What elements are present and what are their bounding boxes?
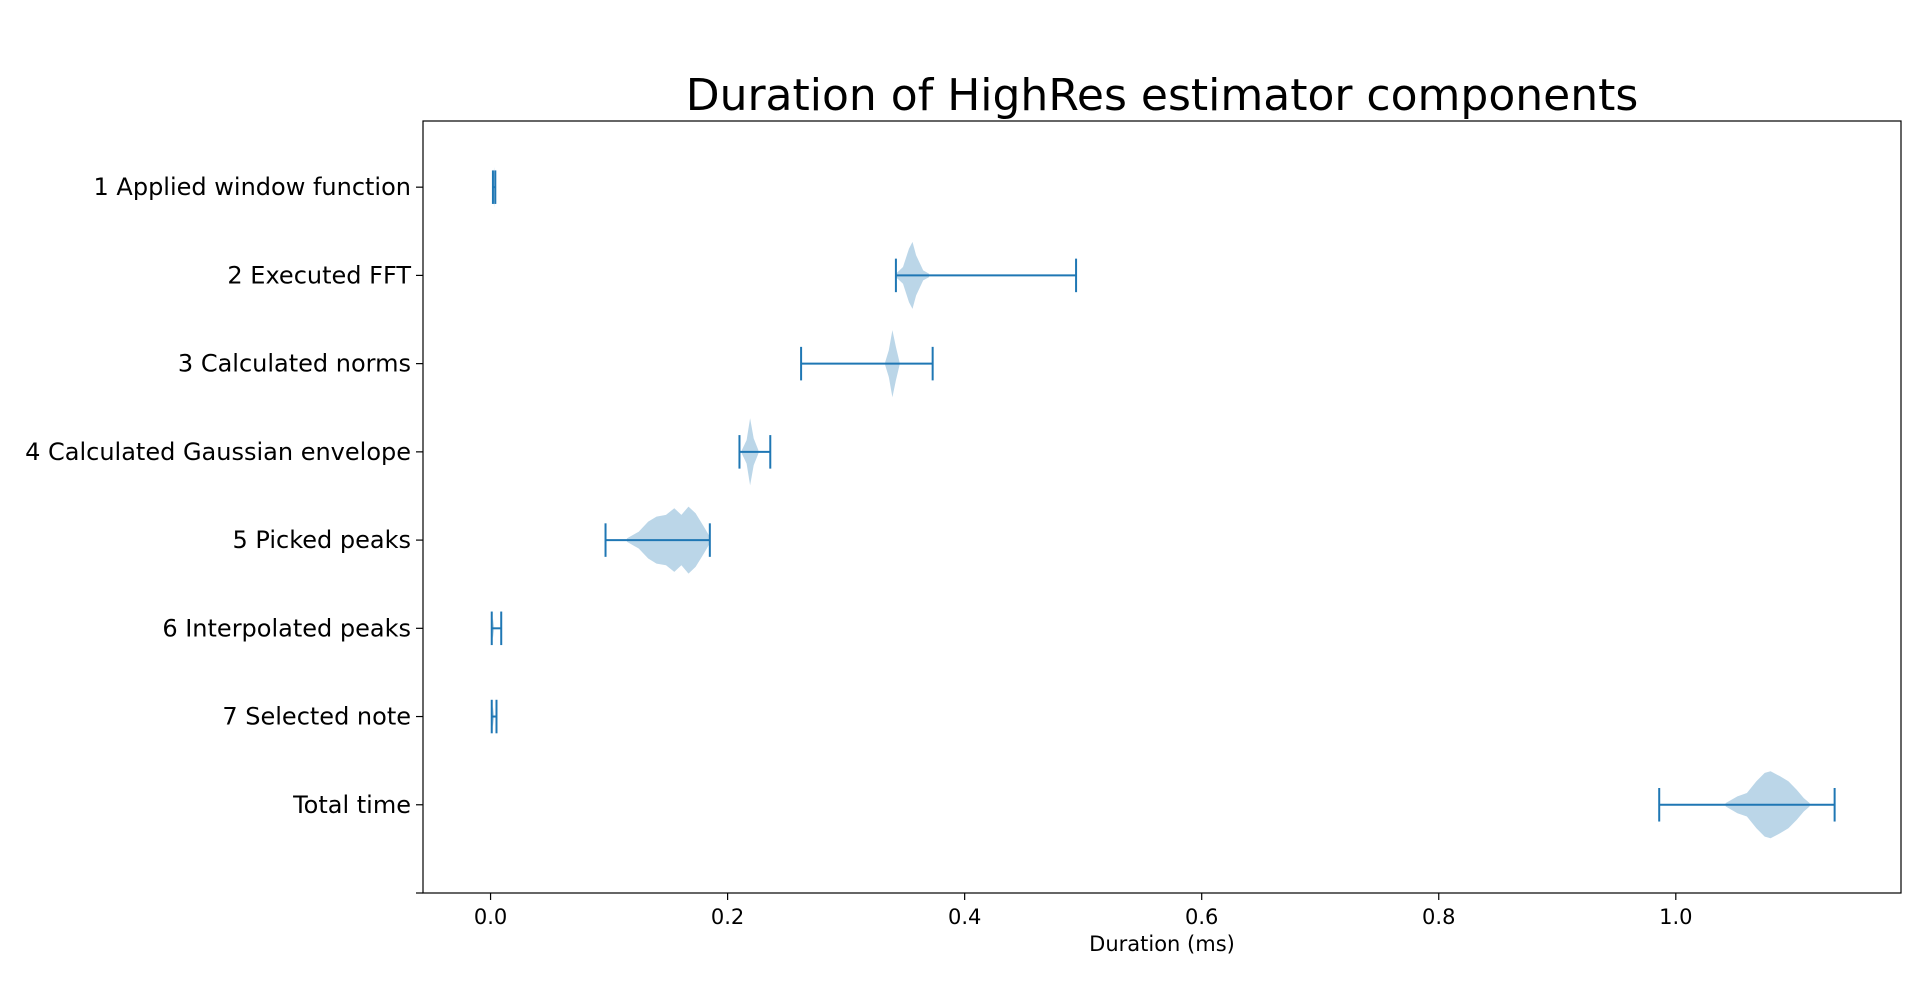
y-tick-label: 2 Executed FFT (227, 261, 411, 289)
chart-title: Duration of HighRes estimator components (686, 70, 1639, 121)
x-tick-label: 0.4 (948, 905, 981, 929)
plot-area (490, 167, 1836, 839)
x-tick-label: 1.0 (1659, 905, 1692, 929)
x-tick-label: 0.0 (474, 905, 507, 929)
y-tick-label: 7 Selected note (222, 703, 411, 731)
x-tick-label: 0.6 (1185, 905, 1218, 929)
y-axis: 1 Applied window function 2 Executed FFT 3… (25, 173, 423, 894)
x-tick-label: 0.8 (1422, 905, 1455, 929)
y-tick-label: 6 Interpolated peaks (162, 614, 411, 642)
y-tick-label: 3 Calculated norms (178, 350, 411, 378)
y-tick-label: 1 Applied window function (94, 173, 411, 201)
x-axis: 0.0 0.2 0.4 0.6 0.8 1.0 (474, 893, 1693, 929)
x-axis-label: Duration (ms) (1089, 932, 1235, 956)
x-tick-label: 0.2 (711, 905, 744, 929)
y-tick-label: Total time (292, 791, 411, 819)
plot-frame (422, 120, 1902, 894)
y-tick-label: 5 Picked peaks (233, 526, 412, 554)
y-tick-label: 4 Calculated Gaussian envelope (25, 438, 411, 466)
